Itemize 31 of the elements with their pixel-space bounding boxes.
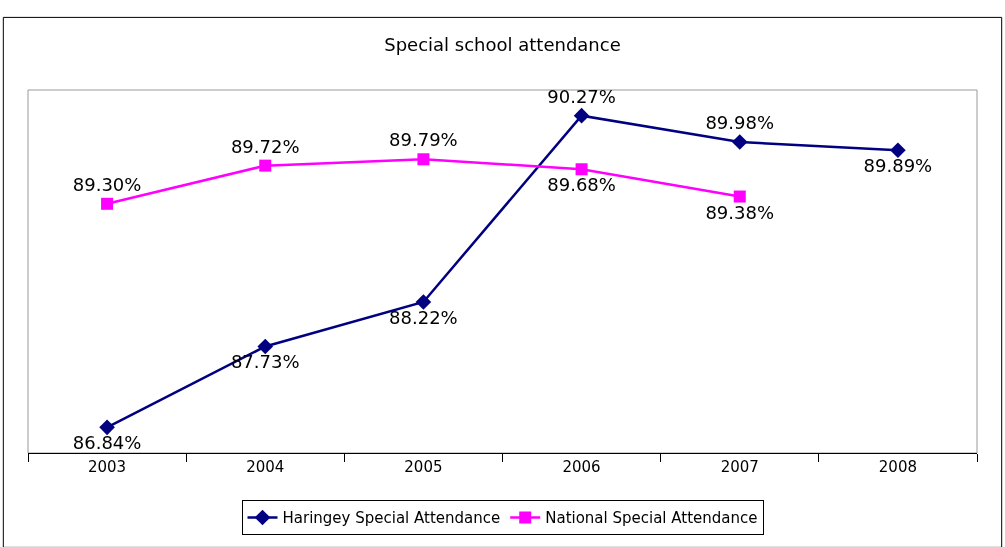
point xyxy=(575,163,588,176)
point xyxy=(415,294,432,310)
point xyxy=(417,153,430,166)
point xyxy=(733,190,746,203)
data-label: 88.22% xyxy=(389,306,458,328)
data-label: 89.30% xyxy=(72,173,142,195)
data-label: 90.27% xyxy=(547,85,616,107)
point xyxy=(259,159,272,172)
x-tick-label: 2006 xyxy=(562,458,601,476)
x-tick-label: 2003 xyxy=(87,458,127,476)
data-label: 89.98% xyxy=(705,112,775,133)
chart-title: Special school attendance xyxy=(384,33,621,55)
point xyxy=(101,197,114,210)
data-label: 89.89% xyxy=(863,155,933,177)
data-label: 89.79% xyxy=(389,129,458,151)
x-tick-label: 2004 xyxy=(246,458,285,476)
legend-label: Haringey Special Attendance xyxy=(282,509,501,528)
point xyxy=(99,419,115,436)
data-label: 87.73% xyxy=(230,351,300,373)
point xyxy=(731,134,748,150)
point xyxy=(257,338,274,355)
data-label: 89.38% xyxy=(705,201,775,223)
point xyxy=(573,107,590,124)
data-label: 89.72% xyxy=(230,135,300,157)
x-tick-label: 2008 xyxy=(878,458,918,476)
legend-label: National Special Attendance xyxy=(545,509,758,528)
point xyxy=(890,142,906,158)
data-label: 86.84% xyxy=(72,432,142,454)
x-tick-label: 2005 xyxy=(404,458,443,476)
x-tick-label: 2007 xyxy=(720,458,759,476)
data-label: 89.68% xyxy=(547,174,616,196)
